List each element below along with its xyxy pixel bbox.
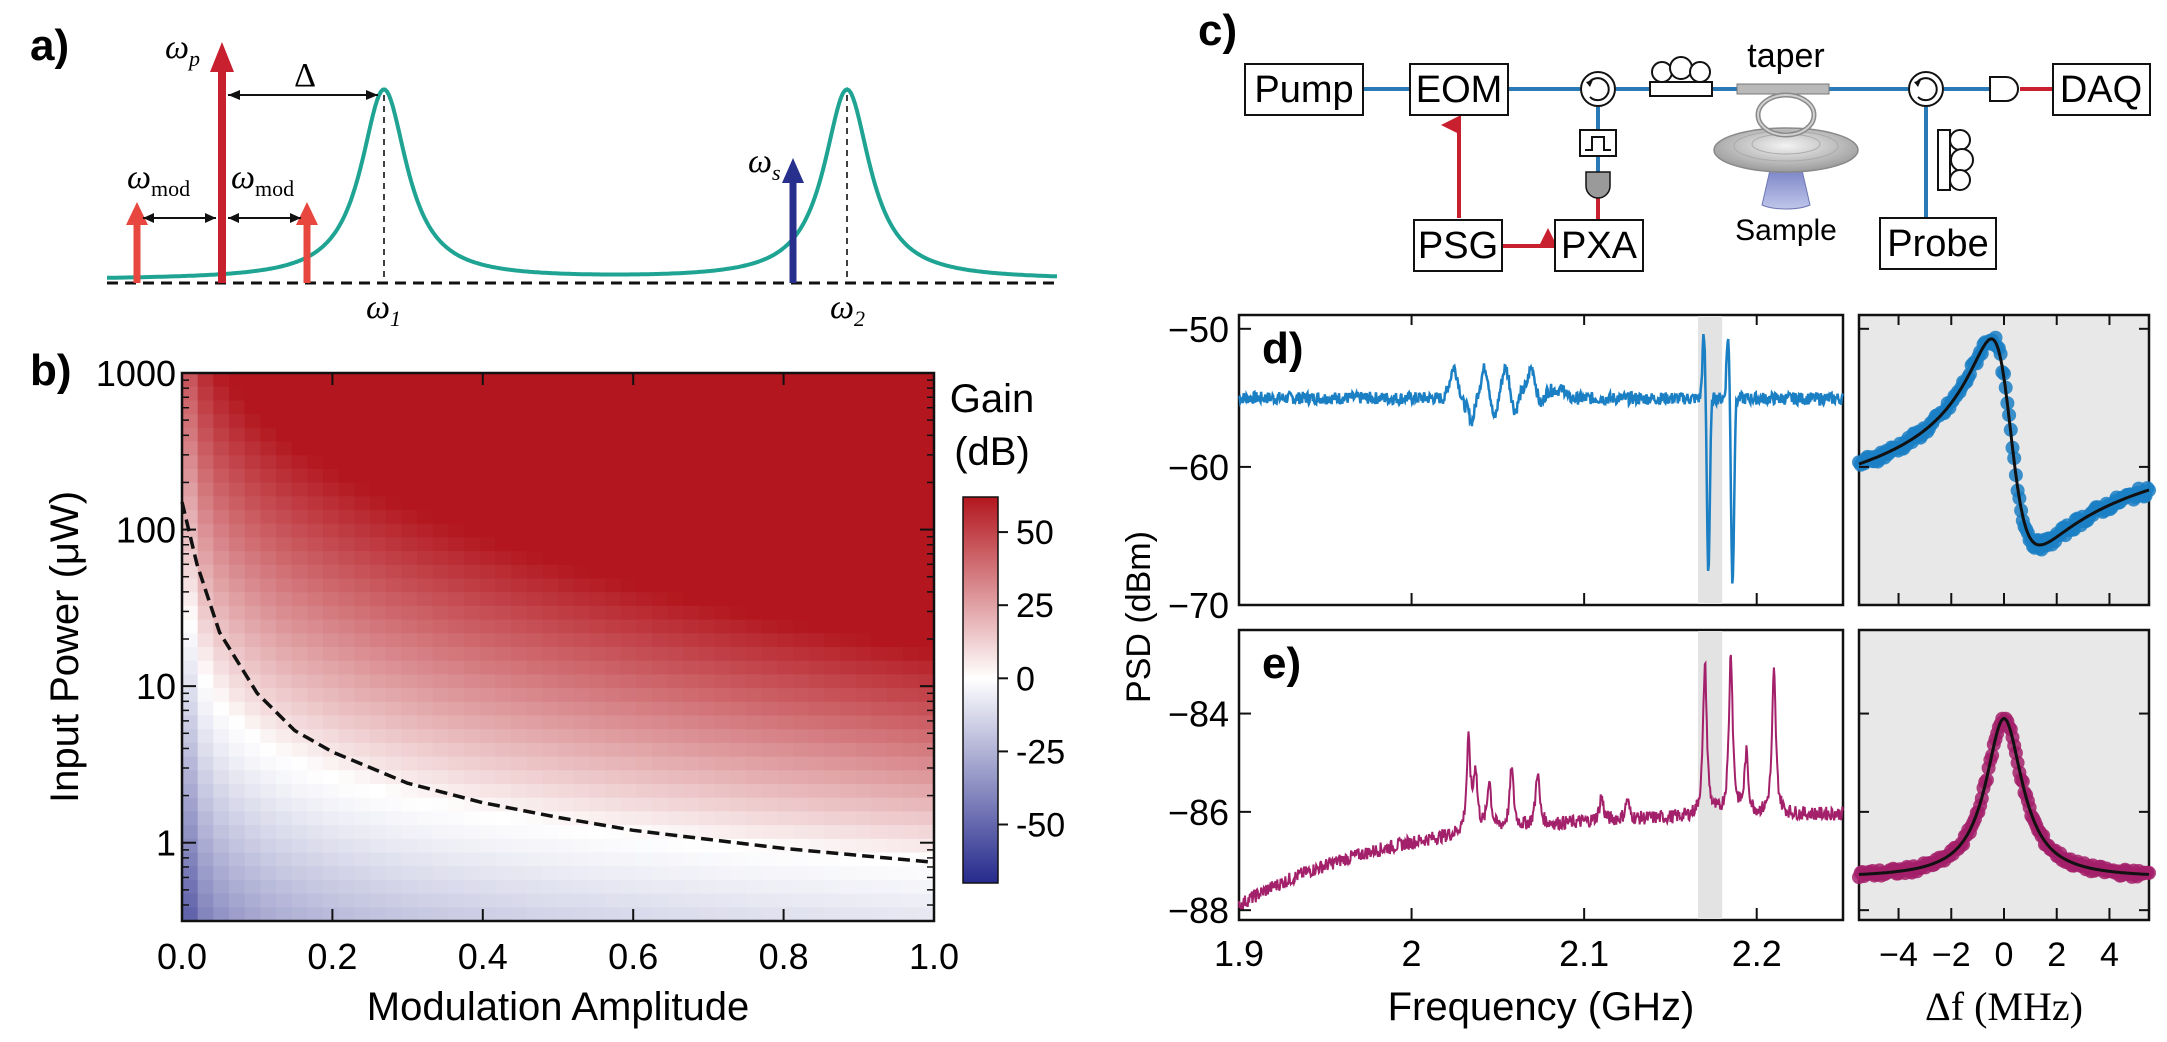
pump-arrow-head xyxy=(210,42,234,72)
colorbar-tick-label: 50 xyxy=(1016,514,1054,552)
b-x-tick-label: 0.0 xyxy=(157,936,207,977)
panel-label-e: e) xyxy=(1262,639,1301,688)
svg-text:Probe: Probe xyxy=(1887,223,1988,265)
e-zoom-x-tick-label: −4 xyxy=(1879,936,1918,974)
e-x-tick-label: 2.1 xyxy=(1559,933,1609,974)
sample-label: Sample xyxy=(1735,214,1837,247)
delta-f-axis-label: Δf (MHz) xyxy=(1925,984,2083,1029)
svg-text:DAQ: DAQ xyxy=(2060,69,2142,111)
e-y-tick-label: −88 xyxy=(1168,890,1229,931)
d-y-tick-label: −70 xyxy=(1168,585,1229,626)
e-frame xyxy=(1237,628,1845,922)
b-y-tick-label: 10 xyxy=(136,666,176,707)
b-x-tick-label: 1.0 xyxy=(909,936,959,977)
panel-label-d: d) xyxy=(1262,324,1304,373)
gain-heatmap xyxy=(182,373,935,922)
e-zoom-x-tick-label: 4 xyxy=(2100,936,2119,974)
e-x-tick-label: 2 xyxy=(1402,933,1422,974)
sideband-right-head xyxy=(296,202,318,225)
panel-b: b) 0.0 0.2 0.4 0.6 0.8 1.0 1 10 100 1000 Modulat… xyxy=(30,346,1065,1029)
taper-icon xyxy=(1736,83,1830,95)
b-y-axis-label: Input Power (μW) xyxy=(43,491,87,803)
panel-label-a: a) xyxy=(30,21,69,70)
e-zoom-x-tick-label: −2 xyxy=(1932,936,1971,974)
b-y-ticks: 1 10 100 1000 xyxy=(96,353,934,906)
e-x-ticks: 1.9 2 2.1 2.2 xyxy=(1214,315,1782,974)
delta-label: Δ xyxy=(294,57,316,94)
omega-2-label: ω2 xyxy=(830,289,865,331)
panel-c: c) Pump EOM DAQ PSG xyxy=(1198,6,2151,272)
psd-axis-label: PSD (dBm) xyxy=(1120,531,1158,703)
colorbar-tick-label: 25 xyxy=(1016,587,1054,625)
signal-arrow-head xyxy=(782,158,804,183)
b-x-ticks: 0.0 0.2 0.4 0.6 0.8 1.0 xyxy=(157,373,959,977)
d-y-tick-label: −50 xyxy=(1168,309,1229,350)
e-x-tick-label: 2.2 xyxy=(1732,933,1782,974)
e-y-ticks: −84 −86 −88 xyxy=(1168,694,2149,931)
b-x-tick-label: 0.8 xyxy=(759,936,809,977)
daq-box: DAQ xyxy=(2052,63,2151,116)
e-zoom-x-tick-label: 0 xyxy=(1995,936,2014,974)
svg-text:PXA: PXA xyxy=(1561,225,1638,267)
taper-label: taper xyxy=(1747,37,1825,75)
colorbar-tick-label: 0 xyxy=(1016,660,1035,698)
b-y-tick-label: 100 xyxy=(116,510,176,551)
omega-s-label: ωs xyxy=(748,143,781,185)
sample-icon xyxy=(1713,92,1859,210)
eom-box: EOM xyxy=(1409,63,1509,116)
omega-p-label: ωp xyxy=(165,29,200,71)
panel-label-b: b) xyxy=(30,346,72,395)
pxa-box: PXA xyxy=(1554,219,1644,272)
panel-a: a) Δ ωp ωmod ωmod ωs ω1 ω2 xyxy=(30,21,1058,331)
e-zoom-x-tick-label: 2 xyxy=(2047,936,2066,974)
e-x-tick-label: 1.9 xyxy=(1214,933,1264,974)
e-spectrum-trace xyxy=(1238,654,1844,911)
e-y-tick-label: −84 xyxy=(1168,694,1229,735)
threshold-curve xyxy=(180,501,935,865)
colorbar-tick-label: -25 xyxy=(1016,733,1065,771)
probe-box: Probe xyxy=(1879,217,1997,270)
photodetector-1-icon xyxy=(1585,171,1611,199)
colorbar xyxy=(962,496,999,884)
circulator-2-icon xyxy=(1908,71,1944,107)
e-y-tick-label: −86 xyxy=(1168,792,1229,833)
panels-d-e: d) e) −50−60−70 −84−86−88 1.9 2 2.1 2.2 −4−… xyxy=(1120,309,2156,1029)
e-zoom-x-ticks: −4 −2 0 2 4 xyxy=(1879,315,2119,974)
filter-icon xyxy=(1579,129,1617,157)
svg-text:Pump: Pump xyxy=(1254,69,1353,111)
polarization-controller-1-icon xyxy=(1649,56,1713,97)
b-x-axis-label: Modulation Amplitude xyxy=(367,985,749,1029)
resonance-curve xyxy=(107,87,1058,280)
d-y-tick-label: −60 xyxy=(1168,447,1229,488)
circulator-1-icon xyxy=(1580,71,1616,107)
b-y-tick-label: 1000 xyxy=(96,353,176,394)
frequency-axis-label: Frequency (GHz) xyxy=(1388,985,1695,1029)
psg-box: PSG xyxy=(1413,219,1503,272)
d-zoom-fit xyxy=(1858,337,2150,547)
d-spectrum-trace xyxy=(1238,333,1845,584)
b-y-tick-label: 1 xyxy=(156,823,176,864)
pump-box: Pump xyxy=(1244,63,1364,116)
d-frame xyxy=(1237,313,1845,607)
b-x-tick-label: 0.6 xyxy=(608,936,658,977)
omega-mod-left-label: ωmod xyxy=(127,159,190,201)
heatmap-frame xyxy=(180,371,936,923)
e-zoom-fit xyxy=(1858,716,2150,876)
b-x-tick-label: 0.2 xyxy=(307,936,357,977)
omega-1-label: ω1 xyxy=(366,289,401,331)
colorbar-label-2: (dB) xyxy=(954,430,1030,474)
polarization-controller-2-icon xyxy=(1937,129,1974,191)
b-x-tick-label: 0.4 xyxy=(458,936,508,977)
colorbar-tick-label: -50 xyxy=(1016,807,1065,845)
svg-text:PSG: PSG xyxy=(1418,225,1498,267)
svg-text:EOM: EOM xyxy=(1416,69,1503,111)
panel-label-c: c) xyxy=(1198,6,1237,55)
colorbar-label-1: Gain xyxy=(950,377,1035,421)
omega-mod-right-label: ωmod xyxy=(231,159,294,201)
colorbar-ticks: 50 25 0 -25 -50 xyxy=(998,514,1065,845)
photodetector-2-icon xyxy=(1989,76,2019,102)
d-y-ticks: −50 −60 −70 xyxy=(1168,309,2149,626)
sideband-left-head xyxy=(126,202,148,225)
